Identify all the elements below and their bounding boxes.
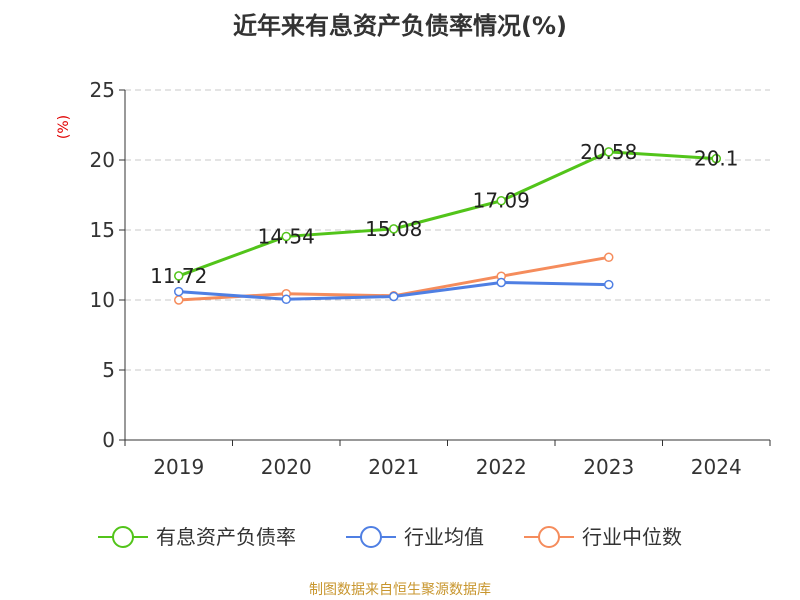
data-point <box>281 231 291 242</box>
y-axis-unit-label: (%) <box>56 115 72 139</box>
data-point <box>496 277 506 288</box>
data-label: 17.09 <box>473 189 530 213</box>
grid-lines <box>125 89 770 371</box>
legend-marker <box>112 526 134 548</box>
legend-label: 有息资产负债率 <box>156 525 296 549</box>
data-source-note: 制图数据来自恒生聚源数据库 <box>309 582 491 598</box>
data-point <box>174 271 184 281</box>
legend-marker <box>538 526 560 548</box>
legend-label: 行业均值 <box>404 525 484 549</box>
axes <box>119 89 771 446</box>
series-layer <box>174 147 721 305</box>
x-tick-label: 2020 <box>261 455 312 479</box>
data-point <box>389 291 399 302</box>
data-point <box>174 295 184 305</box>
y-tick-label: 5 <box>102 358 115 382</box>
legend-label: 行业中位数 <box>582 525 682 549</box>
x-tick-label: 2023 <box>583 455 634 479</box>
legend-marker <box>360 526 382 548</box>
y-tick-label: 10 <box>90 288 115 312</box>
data-point <box>496 195 506 206</box>
series-line <box>178 150 717 278</box>
x-tick-label: 2019 <box>153 455 204 479</box>
data-point <box>604 147 614 157</box>
legend: 有息资产负债率 行业均值 行业中位数 <box>98 525 682 549</box>
y-tick-label: 15 <box>90 218 115 242</box>
y-tick-label: 25 <box>90 78 115 102</box>
x-tick-label: 2024 <box>691 455 742 479</box>
data-label: 14.54 <box>258 224 315 248</box>
y-tick-label: 20 <box>90 148 115 172</box>
x-axis-ticks: 2019 2020 2021 2022 2023 2024 <box>153 455 741 479</box>
chart-title: 近年来有息资产负债率情况(%) <box>233 12 567 40</box>
data-point <box>604 279 614 290</box>
data-labels: 11.72 14.54 15.08 17.09 20.58 20.1 <box>150 140 738 288</box>
data-label: 20.1 <box>694 147 739 171</box>
x-tick-label: 2021 <box>368 455 419 479</box>
y-axis-ticks: 0 5 10 15 20 25 <box>90 78 115 452</box>
data-label: 20.58 <box>580 140 637 164</box>
y-tick-label: 0 <box>102 428 115 452</box>
data-point <box>711 153 721 164</box>
data-label: 15.08 <box>365 217 422 241</box>
x-tick-label: 2022 <box>476 455 527 479</box>
data-point <box>281 294 291 305</box>
data-point <box>604 252 614 263</box>
data-point <box>389 224 399 234</box>
data-point <box>174 286 184 297</box>
data-label: 11.72 <box>150 264 207 288</box>
